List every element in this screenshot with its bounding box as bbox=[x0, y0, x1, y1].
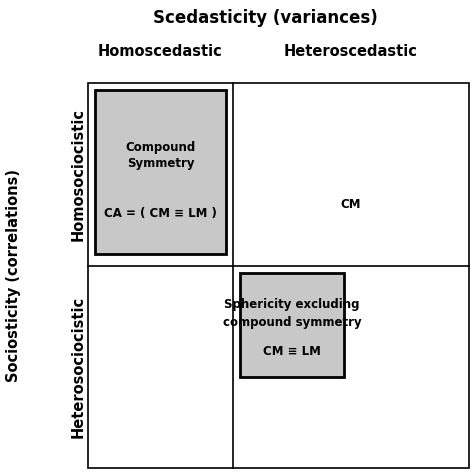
Text: CA = ( CM ≡ LM ): CA = ( CM ≡ LM ) bbox=[104, 207, 217, 219]
Text: compound symmetry: compound symmetry bbox=[223, 316, 361, 330]
Text: Sphericity excluding: Sphericity excluding bbox=[224, 298, 360, 311]
Text: Heterosociocistic: Heterosociocistic bbox=[71, 296, 85, 438]
Text: Scedasticity (variances): Scedasticity (variances) bbox=[153, 9, 378, 27]
Text: Compound: Compound bbox=[126, 141, 196, 154]
Bar bbox=[95, 90, 226, 254]
Text: Heteroscedastic: Heteroscedastic bbox=[284, 44, 418, 60]
Text: Homosociocistic: Homosociocistic bbox=[71, 108, 85, 241]
Text: CM ≡ LM: CM ≡ LM bbox=[263, 344, 321, 358]
Text: Sociosticity (correlations): Sociosticity (correlations) bbox=[7, 169, 21, 382]
Bar bbox=[88, 83, 469, 468]
Text: CM: CM bbox=[341, 198, 361, 211]
Text: Homoscedastic: Homoscedastic bbox=[98, 44, 223, 60]
Bar bbox=[240, 273, 344, 377]
Text: Symmetry: Symmetry bbox=[127, 158, 194, 170]
